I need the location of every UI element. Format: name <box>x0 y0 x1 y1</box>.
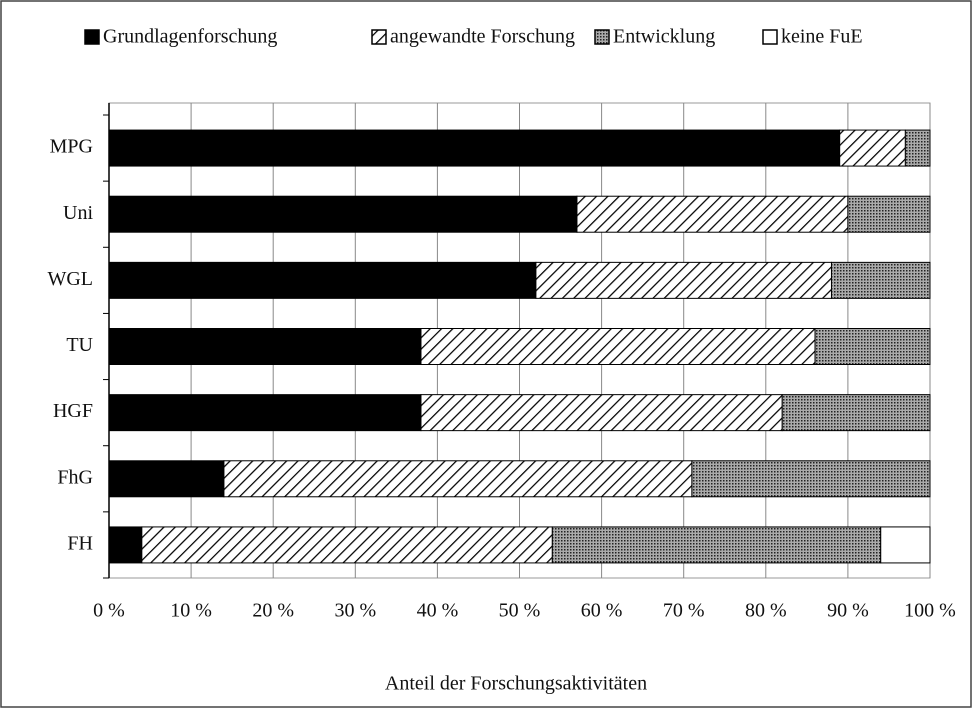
legend-label: Grundlagenforschung <box>103 26 277 48</box>
legend-swatch <box>84 29 100 45</box>
legend-label: angewandte Forschung <box>390 26 575 48</box>
bar-segment <box>420 328 816 365</box>
bar-segment <box>108 328 422 365</box>
bar-segment <box>108 394 422 432</box>
x-tick-label: 100 % <box>904 600 956 622</box>
x-tick-label: 60 % <box>581 600 623 622</box>
bar-segment <box>535 261 832 299</box>
bar-segment <box>781 394 931 432</box>
bar-segment <box>420 394 783 432</box>
legend-swatch <box>371 29 387 45</box>
y-tick-label: FH <box>67 533 93 555</box>
y-tick-label: FhG <box>57 466 93 488</box>
bar-segment <box>551 526 882 564</box>
bar-segment <box>108 261 537 299</box>
x-tick-label: 50 % <box>499 600 541 622</box>
x-tick-label: 80 % <box>745 600 787 622</box>
legend-label: Entwicklung <box>613 26 715 48</box>
legend-swatch <box>762 29 778 45</box>
bar-segment <box>904 129 931 167</box>
bar-segment <box>576 195 849 233</box>
legend-label: keine FuE <box>781 26 863 48</box>
bar-segment <box>847 195 931 233</box>
x-tick-label: 0 % <box>93 600 125 622</box>
y-tick-label: HGF <box>53 400 93 422</box>
legend-swatch <box>594 29 610 45</box>
bar-segment <box>880 526 931 564</box>
y-tick-label: WGL <box>47 268 93 290</box>
bar-segment <box>814 328 931 365</box>
x-tick-label: 20 % <box>252 600 294 622</box>
bar-segment <box>223 460 693 498</box>
bar-segment <box>691 460 931 498</box>
y-tick-label: Uni <box>63 202 93 224</box>
y-tick-label: MPG <box>50 136 93 158</box>
y-tick-label: TU <box>66 334 93 356</box>
x-tick-label: 40 % <box>417 600 459 622</box>
bar-segment <box>108 526 143 564</box>
x-tick-label: 30 % <box>334 600 376 622</box>
bar-segment <box>141 526 553 564</box>
x-tick-label: 90 % <box>827 600 869 622</box>
bar-segment <box>839 129 906 167</box>
x-tick-label: 70 % <box>663 600 705 622</box>
bar-segment <box>108 460 225 498</box>
x-tick-label: 10 % <box>170 600 212 622</box>
bar-segment <box>108 129 841 167</box>
bar-segment <box>108 195 578 233</box>
bar-segment <box>830 261 931 299</box>
x-axis-label: Anteil der Forschungsaktivitäten <box>385 673 647 695</box>
